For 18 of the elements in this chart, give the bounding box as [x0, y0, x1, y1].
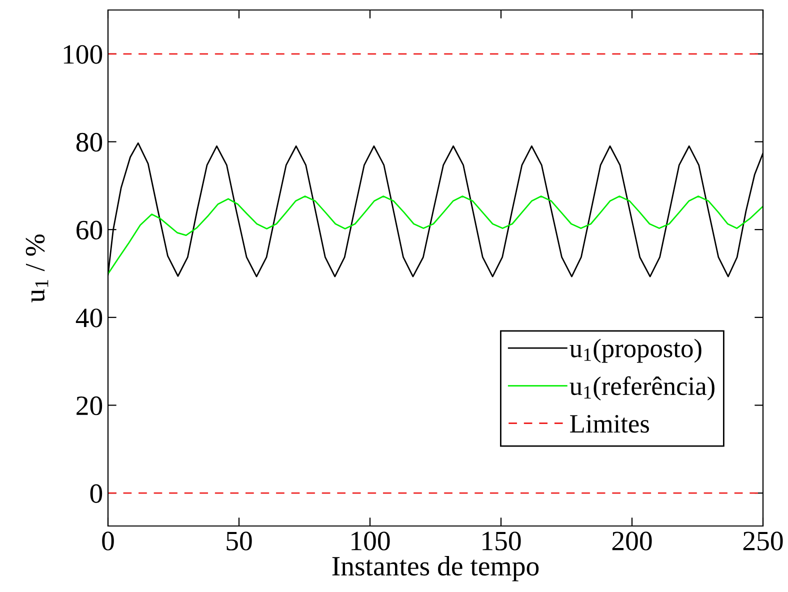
- y-tick-label: 80: [76, 132, 102, 152]
- y-tick-label: 0: [90, 484, 102, 503]
- x-tick-label: 250: [743, 532, 783, 550]
- y-tick-label: 100: [64, 45, 102, 64]
- x-tick-label: 0: [102, 532, 114, 550]
- x-tick-label: 150: [482, 532, 521, 550]
- x-tick-label: 100: [352, 532, 390, 550]
- y-tick-label: 20: [76, 396, 102, 416]
- y-tick-label: 40: [76, 308, 102, 328]
- legend-label: u$_{1}$(referência): [570, 376, 714, 400]
- legend-label: u$_{1}$(proposto): [570, 338, 702, 363]
- legend-label: Limites: [570, 415, 649, 433]
- line-series: [108, 196, 763, 275]
- x-tick-label: 200: [612, 532, 652, 550]
- x-axis-title: Instantes de tempo: [332, 556, 539, 582]
- y-axis-title: u$_{1}$ / %: [26, 234, 48, 302]
- x-tick-label: 50: [226, 532, 252, 550]
- y-tick-label: 60: [76, 220, 102, 240]
